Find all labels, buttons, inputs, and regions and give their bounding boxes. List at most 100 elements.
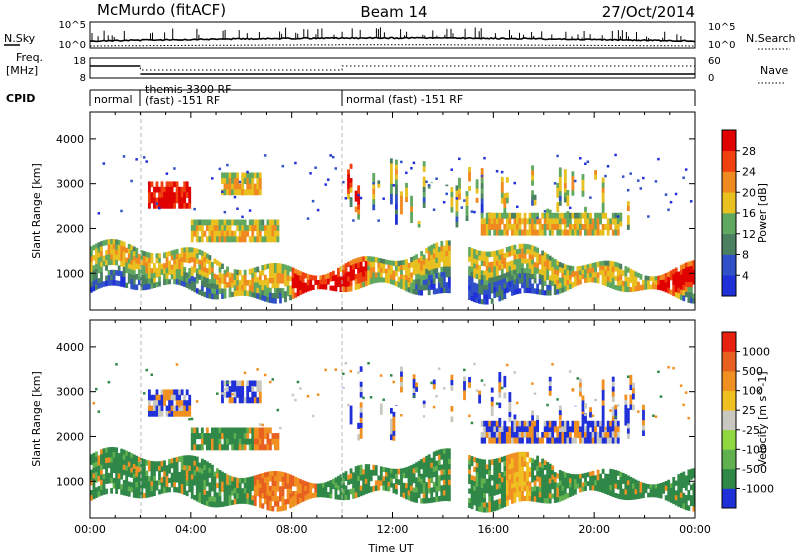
velocity-cell [284, 472, 287, 479]
power-cell [180, 186, 184, 193]
colorbar-tick-label: 100 [742, 385, 763, 398]
power-cell [203, 230, 207, 237]
velocity-cell [538, 437, 542, 444]
velocity-cell [538, 497, 542, 503]
power-cell [208, 219, 212, 226]
velocity-cell [226, 484, 229, 491]
velocity-cell [233, 498, 237, 505]
velocity-cell [122, 489, 126, 496]
velocity-cell [611, 485, 615, 492]
velocity-cell [90, 459, 93, 465]
velocity-cell [505, 363, 509, 367]
velocity-cell [493, 505, 497, 512]
power-cell [516, 218, 519, 225]
power-cell [183, 197, 187, 204]
velocity-cell [213, 496, 217, 503]
velocity-cell [599, 426, 603, 433]
power-cell [503, 273, 507, 279]
velocity-cell [621, 494, 625, 500]
power-cell [591, 277, 595, 283]
velocity-cell [538, 482, 542, 488]
power-cell [584, 218, 587, 225]
power-cell [349, 285, 353, 292]
power-cell [475, 293, 479, 299]
velocity-cell [634, 489, 638, 495]
power-cell [422, 161, 426, 167]
power-cell [339, 276, 343, 282]
power-cell [395, 159, 398, 165]
velocity-cell [626, 428, 630, 434]
velocity-cell [102, 473, 106, 480]
power-cell [122, 271, 126, 278]
velocity-cell [105, 457, 108, 464]
power-cell [505, 229, 509, 236]
power-cell [662, 279, 666, 286]
velocity-cell [334, 368, 338, 371]
velocity-cell [379, 471, 383, 477]
velocity-cell [417, 465, 421, 472]
velocity-cell [372, 469, 376, 476]
power-cell [432, 263, 436, 270]
velocity-cell [286, 473, 290, 479]
power-cell [253, 189, 257, 196]
power-cell [256, 236, 260, 243]
velocity-cell [147, 405, 151, 412]
velocity-cell [251, 476, 255, 482]
velocity-cell [241, 488, 245, 494]
power-cell [450, 192, 454, 198]
power-cell [447, 287, 451, 294]
power-cell [281, 292, 285, 299]
power-cell [377, 272, 381, 278]
velocity-cell [483, 507, 487, 513]
power-cell [248, 209, 252, 212]
power-cell [475, 259, 479, 265]
power-cell [286, 275, 290, 282]
velocity-cell [498, 372, 502, 378]
velocity-cell [97, 460, 101, 466]
velocity-cell [296, 493, 300, 500]
power-cell [541, 255, 545, 261]
power-cell [112, 280, 116, 286]
velocity-cell [213, 438, 217, 445]
power-cell [347, 281, 350, 287]
velocity-cell [601, 400, 605, 406]
velocity-cell [145, 481, 149, 488]
velocity-cell [334, 493, 338, 500]
velocity-cell [488, 431, 492, 438]
power-cell [223, 283, 227, 290]
velocity-cell [180, 469, 184, 476]
colorbar-frame [721, 331, 737, 509]
velocity-cell [223, 487, 227, 493]
velocity-cell [243, 477, 247, 484]
power-cell [579, 229, 582, 236]
velocity-cell [213, 501, 217, 508]
velocity-cell [637, 410, 640, 413]
velocity-cell [548, 493, 552, 499]
velocity-cell [145, 459, 149, 466]
velocity-cell [674, 480, 678, 486]
velocity-cell [92, 488, 96, 495]
velocity-cell [553, 492, 557, 498]
velocity-cell [480, 437, 484, 444]
velocity-cell [558, 490, 562, 497]
power-cell [132, 251, 136, 257]
power-cell [193, 207, 196, 211]
power-cell [155, 202, 159, 206]
velocity-cell [263, 498, 267, 505]
power-cell [669, 270, 673, 276]
velocity-cell [188, 410, 192, 417]
power-cell [195, 225, 199, 232]
power-cell [228, 172, 232, 179]
power-cell [238, 236, 242, 243]
velocity-cell [102, 463, 106, 470]
velocity-cell [574, 484, 577, 490]
velocity-cell [97, 470, 101, 477]
velocity-cell [531, 458, 534, 464]
power-cell [465, 191, 469, 197]
power-cell [405, 269, 408, 276]
power-cell [291, 283, 295, 289]
velocity-cell [132, 492, 136, 498]
velocity-cell [354, 471, 358, 478]
power-cell [531, 269, 534, 275]
power-cell [523, 258, 527, 264]
